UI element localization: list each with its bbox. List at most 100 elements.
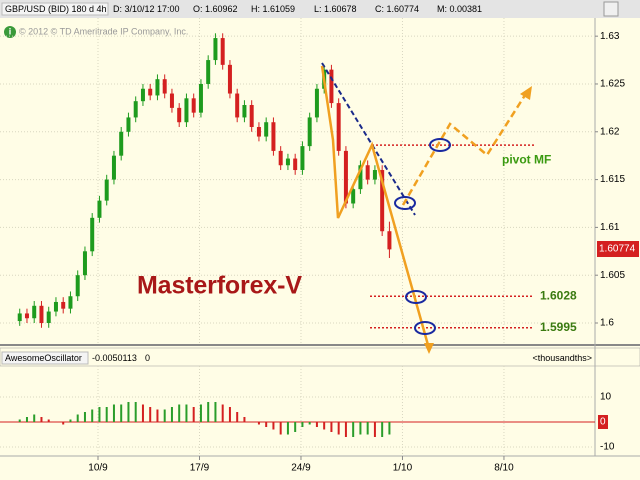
oscillator-bar — [250, 422, 253, 423]
candle-body — [198, 83, 203, 113]
level-label: 1.5995 — [540, 320, 577, 334]
oscillator-bar — [62, 422, 65, 425]
header-close: C: 1.60774 — [375, 4, 419, 14]
candle-body — [336, 103, 341, 151]
candle-body — [329, 69, 334, 104]
candle-body — [39, 305, 44, 324]
oscillator-bar — [83, 412, 86, 422]
candle-body — [256, 127, 261, 137]
drawings — [320, 62, 532, 354]
candle-body — [249, 105, 254, 127]
oscillator-bar — [98, 407, 101, 422]
pivot-label: pivot MF — [502, 152, 551, 166]
candle-body — [46, 311, 51, 324]
candle-body — [271, 122, 276, 151]
candle-body — [17, 313, 22, 322]
candle-body — [242, 105, 247, 118]
oscillator-bar — [315, 422, 318, 427]
candle-body — [177, 107, 182, 123]
oscillator-bar — [265, 422, 268, 427]
symbol[interactable]: GBP/USD (BID) 180 d 4h — [5, 4, 107, 14]
header: GBP/USD (BID) 180 d 4h D: 3/10/12 17:00 … — [1, 1, 619, 17]
oscillator-bar — [149, 407, 152, 422]
candle-body — [285, 158, 290, 166]
oscillator-bar — [163, 409, 166, 422]
settings-icon[interactable] — [603, 1, 619, 17]
x-tick-label: 10/9 — [88, 463, 108, 474]
oscillator-bar — [373, 422, 376, 437]
oscillator-bar — [279, 422, 282, 435]
oscillator-bar — [18, 419, 21, 422]
candle-body — [213, 38, 218, 61]
oscillator-bar — [308, 422, 311, 425]
level-label: 1.6028 — [540, 288, 577, 302]
candle-body — [24, 313, 29, 319]
candle-body — [293, 158, 298, 171]
header-range: M: 0.00381 — [437, 4, 482, 14]
oscillator-bar — [286, 422, 289, 435]
candle-body — [264, 122, 269, 137]
study-param: 0 — [145, 353, 150, 363]
candle-body — [314, 88, 319, 118]
oscillator-bar — [381, 422, 384, 437]
y-tick-label: 1.61 — [600, 222, 620, 233]
candle-body — [68, 296, 73, 309]
candle-body — [133, 101, 138, 118]
y-tick-label: 1.63 — [600, 31, 620, 42]
candle-body — [140, 88, 145, 102]
oscillator-bar — [243, 417, 246, 422]
oscillator-bar — [352, 422, 355, 437]
wave-line — [320, 65, 430, 346]
candle-body — [184, 98, 189, 123]
oscillator-bar — [272, 422, 275, 430]
oscillator-bar — [105, 407, 108, 422]
oscillator-bar — [294, 422, 297, 432]
candle-body — [61, 301, 66, 309]
candle-body — [300, 146, 305, 171]
info-icon[interactable] — [4, 26, 16, 38]
arrow-head — [520, 86, 532, 100]
y-tick-label: 1.6 — [600, 318, 614, 329]
candle-body — [111, 155, 116, 180]
study-title: AwesomeOscillator — [5, 353, 82, 363]
oscillator-bar — [236, 412, 239, 422]
study-value: -0.0050113 — [92, 353, 137, 363]
oscillator-bar — [192, 407, 195, 422]
header-low: L: 1.60678 — [314, 4, 357, 14]
oscillator-bar — [207, 402, 210, 422]
oscillator-bar — [257, 422, 260, 425]
candle-body — [169, 93, 174, 108]
oscillator-bar — [170, 407, 173, 422]
candle-body — [82, 251, 87, 276]
candle-body — [126, 117, 131, 132]
x-axis-band — [0, 456, 640, 480]
candle-body — [75, 275, 80, 297]
oscillator-bar — [199, 404, 202, 422]
study-box[interactable] — [1, 351, 89, 365]
candle-body — [235, 93, 240, 118]
oscillator-bar — [214, 402, 217, 422]
study-units: <thousandths> — [532, 353, 592, 363]
marks — [0, 33, 595, 437]
x-tick-label: 17/9 — [190, 463, 210, 474]
candle-body — [206, 60, 211, 84]
last-price-label: 1.60774 — [599, 244, 636, 255]
candle-body — [220, 38, 225, 65]
oscillator-bar — [141, 404, 144, 422]
last-price-tag — [597, 241, 639, 258]
candle-body — [104, 179, 109, 201]
grid — [0, 18, 595, 456]
oscillator-header — [0, 347, 640, 367]
y-tick-label: 1.605 — [600, 270, 625, 281]
oscillator-bar — [337, 422, 340, 435]
y-tick-label: 1.62 — [600, 126, 620, 137]
candle-body — [148, 88, 153, 96]
zero-tag — [598, 415, 608, 429]
forecast-line — [401, 91, 529, 206]
candle-body — [278, 150, 283, 166]
oscillator-bar — [359, 422, 362, 435]
x-tick-label: 8/10 — [494, 463, 514, 474]
candle-body — [191, 98, 196, 113]
